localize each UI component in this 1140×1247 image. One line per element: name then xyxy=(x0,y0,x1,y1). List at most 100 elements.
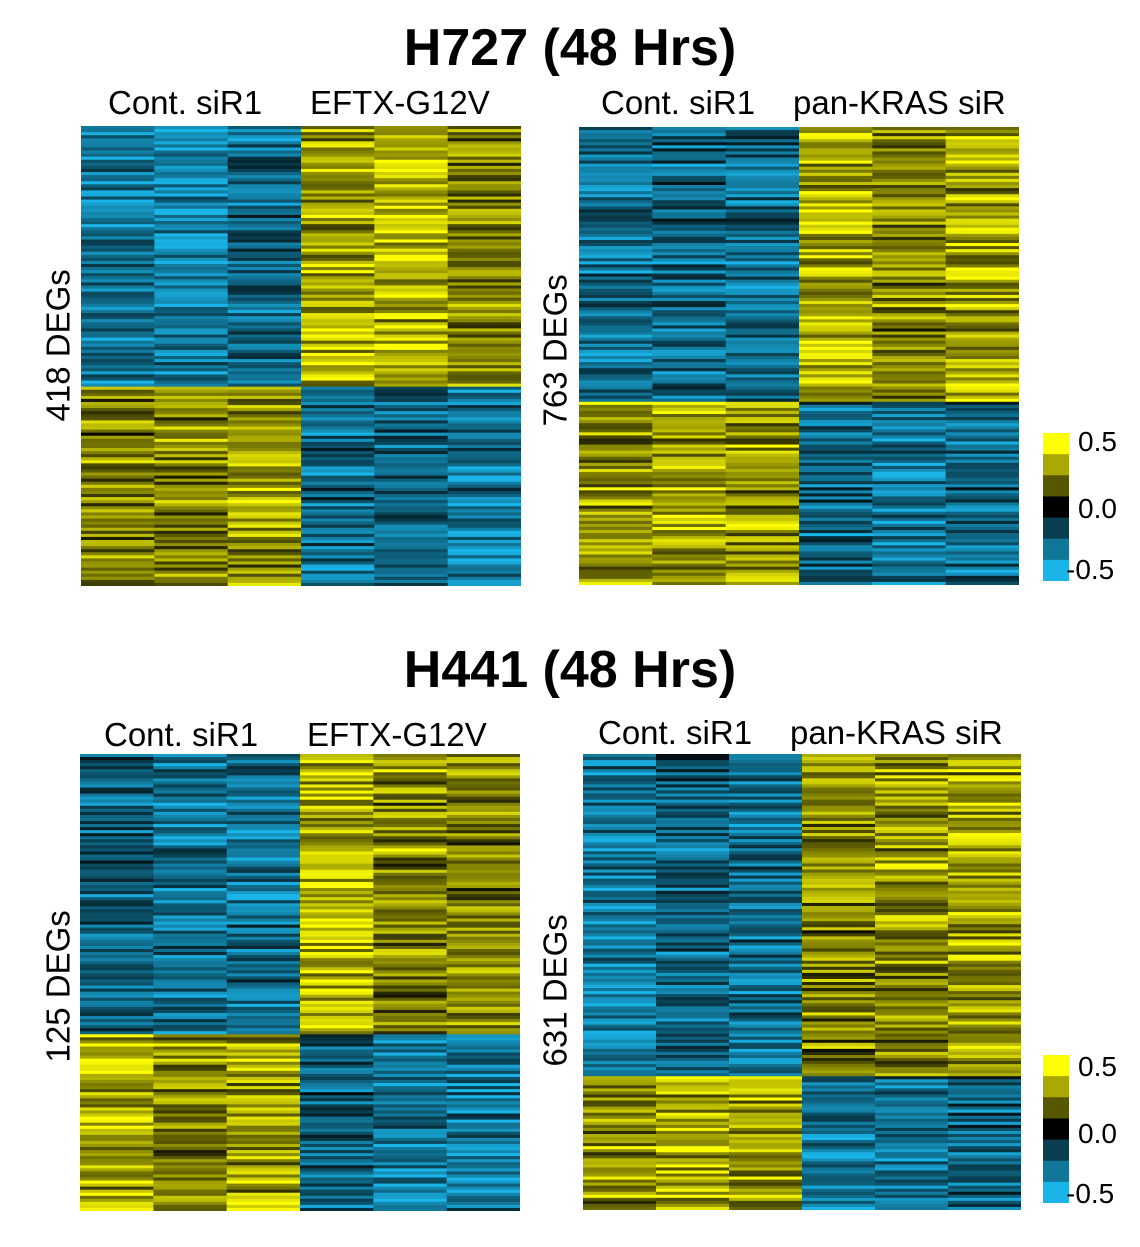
heatmap-cell xyxy=(154,576,229,581)
heatmap-cell xyxy=(301,432,375,437)
heatmap-cell xyxy=(300,982,374,987)
heatmap-cell xyxy=(227,294,302,299)
heatmap-cell xyxy=(656,1167,730,1172)
heatmap-cell xyxy=(725,539,800,543)
heatmap-cell xyxy=(872,395,947,400)
heatmap-cell xyxy=(583,757,657,761)
heatmap-cell xyxy=(872,545,947,549)
heatmap-cell xyxy=(80,918,154,923)
heatmap-cell xyxy=(872,154,947,159)
heatmap-cell xyxy=(226,836,301,840)
heatmap-cell xyxy=(652,520,727,525)
heatmap-cell xyxy=(227,414,302,418)
heatmap-cell xyxy=(725,478,800,482)
heatmap-cell xyxy=(153,939,228,944)
heatmap-cell xyxy=(799,328,873,333)
heatmap-cell xyxy=(872,456,947,461)
heatmap-cell xyxy=(872,337,947,342)
heatmap-cell xyxy=(799,414,873,418)
heatmap-cell xyxy=(656,775,730,779)
heatmap-cell xyxy=(872,224,947,229)
heatmap-cell xyxy=(374,242,449,247)
heatmap-cell xyxy=(154,334,229,339)
heatmap-cell xyxy=(729,1134,803,1138)
heatmap-cell xyxy=(725,520,800,525)
heatmap-cell xyxy=(729,930,803,934)
heatmap-cell xyxy=(729,1076,803,1080)
heatmap-cell xyxy=(799,267,873,272)
heatmap-cell xyxy=(656,1206,730,1210)
heatmap-cell xyxy=(872,346,947,351)
heatmap-cell xyxy=(374,362,449,366)
heatmap-cell xyxy=(875,1106,949,1111)
heatmap-cell xyxy=(374,190,449,195)
heatmap-cell xyxy=(725,490,800,494)
heatmap-cell xyxy=(154,481,229,486)
heatmap-cell xyxy=(446,1186,520,1191)
heatmap-cell xyxy=(652,218,727,223)
heatmap-cell xyxy=(81,454,155,458)
heatmap-cell xyxy=(729,805,803,810)
heatmap-cell xyxy=(583,902,657,907)
heatmap-cell xyxy=(652,523,727,528)
heatmap-cell xyxy=(725,166,800,171)
heatmap-cell xyxy=(799,493,873,498)
heatmap-cell xyxy=(875,1121,949,1126)
heatmap-cell xyxy=(875,793,949,798)
heatmap-cell xyxy=(875,826,949,831)
heatmap-cell xyxy=(948,982,1021,986)
heatmap-cell xyxy=(583,1146,657,1150)
heatmap-cell xyxy=(300,1083,374,1087)
heatmap-cell xyxy=(725,453,800,458)
heatmap-cell xyxy=(729,1027,803,1032)
heatmap-cell xyxy=(872,551,947,556)
heatmap-cell xyxy=(227,126,302,130)
heatmap-cell xyxy=(80,1037,154,1041)
heatmap-cell xyxy=(725,270,800,275)
heatmap-cell xyxy=(579,484,653,488)
heatmap-cell xyxy=(226,1171,301,1176)
heatmap-cell xyxy=(729,811,803,816)
heatmap-cell xyxy=(80,1073,154,1078)
heatmap-cell xyxy=(374,567,449,572)
heatmap-cell xyxy=(226,1113,301,1118)
heatmap-cell xyxy=(656,1106,730,1111)
heatmap-cell xyxy=(446,821,520,825)
heatmap-cell xyxy=(153,906,228,910)
heatmap-cell xyxy=(446,900,520,904)
heatmap-cell xyxy=(300,1043,374,1048)
heatmap-cell xyxy=(802,1155,876,1159)
heatmap-cell xyxy=(729,978,803,983)
heatmap-cell xyxy=(802,912,876,916)
heatmap-cell xyxy=(80,900,154,904)
heatmap-cell xyxy=(81,521,155,526)
heatmap-cell xyxy=(374,460,449,464)
heatmap-cell xyxy=(300,808,374,813)
heatmap-cell xyxy=(872,297,947,302)
heatmap-cell xyxy=(725,496,800,501)
heatmap-cell xyxy=(945,343,1019,348)
heatmap-cell xyxy=(948,1194,1021,1199)
heatmap-cell xyxy=(799,349,873,354)
heatmap-cell xyxy=(872,316,947,320)
heatmap-cell xyxy=(80,814,154,819)
heatmap-cell xyxy=(729,784,803,789)
heatmap-cell xyxy=(154,264,229,268)
heatmap-cell xyxy=(374,349,449,354)
heatmap-cell xyxy=(579,481,653,485)
heatmap-cell xyxy=(81,135,155,139)
heatmap-cell xyxy=(226,866,301,871)
heatmap-cell xyxy=(301,570,375,575)
heatmap-cell xyxy=(652,151,727,156)
heatmap-cell xyxy=(81,144,155,149)
heatmap-cell xyxy=(80,857,154,862)
heatmap-cell xyxy=(154,389,229,394)
heatmap-cell xyxy=(227,159,302,164)
heatmap-cell xyxy=(729,1103,803,1108)
heatmap-cell xyxy=(154,162,229,167)
heatmap-cell xyxy=(154,451,229,455)
heatmap-cell xyxy=(799,148,873,153)
heatmap-cell xyxy=(656,936,730,941)
heatmap-cell xyxy=(729,1006,803,1010)
heatmap-cell xyxy=(374,214,449,219)
